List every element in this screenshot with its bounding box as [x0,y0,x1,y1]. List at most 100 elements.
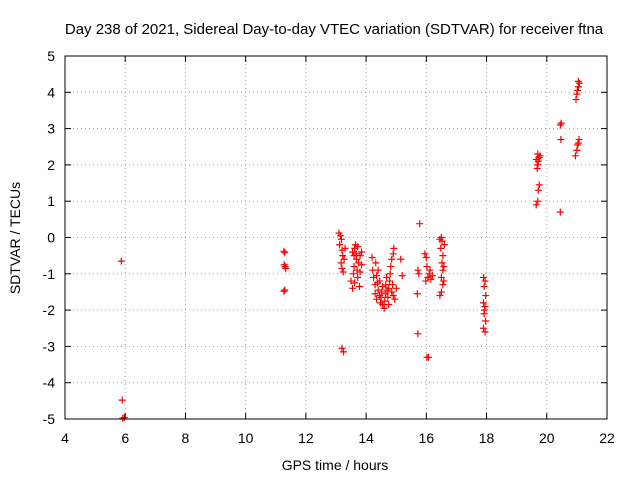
data-point [423,263,431,271]
data-point [437,288,445,296]
data-point [390,244,398,252]
data-point [383,273,391,281]
data-point [439,281,447,289]
data-point [440,241,448,249]
grid [65,56,607,419]
data-point [422,253,430,261]
data-point [421,250,429,258]
data-point [358,261,366,269]
data-point [573,141,581,149]
data-point [480,273,488,281]
data-point [438,259,446,267]
y-tick-label: 4 [47,84,55,100]
data-point [573,146,581,154]
data-point [415,270,423,278]
x-tick-label: 4 [61,430,69,446]
data-point [389,281,397,289]
data-point [354,273,362,281]
y-tick-label: 5 [47,48,55,64]
data-point [337,259,345,267]
data-point [356,268,364,276]
data-point [392,284,400,292]
data-point [117,257,125,265]
y-axis: 5 4 3 2 1 0 -1 -2 -3 -4 -5 [43,48,607,427]
x-tick-label: 10 [238,430,254,446]
data-point [371,290,379,298]
data-point [337,232,345,240]
data-point [573,86,581,94]
data-points [117,77,583,422]
x-tick-label: 6 [121,430,129,446]
data-point [354,243,362,251]
data-point [532,155,540,163]
data-point [481,277,489,285]
data-point [374,286,382,294]
data-point [437,234,445,241]
data-point [373,295,381,303]
data-point [358,248,366,256]
data-point [347,277,355,285]
data-point [557,119,565,127]
y-tick-label: -5 [43,411,56,427]
data-point [534,197,542,205]
x-tick-label: 8 [182,430,190,446]
data-point [436,292,444,300]
data-point [372,259,380,267]
data-point [351,279,359,287]
data-point [388,255,396,263]
data-point [480,299,488,307]
data-point [482,317,490,325]
data-point [339,252,347,260]
data-point [280,247,288,255]
data-point [391,295,399,303]
data-point [281,263,289,271]
data-point [381,297,389,305]
x-tick-label: 12 [298,430,314,446]
data-point [427,275,435,283]
data-point [349,284,357,292]
data-point [397,255,405,263]
data-point [414,266,422,274]
y-tick-label: -1 [43,266,56,282]
data-point [533,165,541,173]
data-point [281,286,289,294]
data-point [388,288,396,296]
data-point [387,263,395,271]
y-tick-label: 3 [47,121,55,137]
data-point [355,283,363,291]
data-point [481,328,489,336]
data-point [536,152,544,160]
chart-title: Day 238 of 2021, Sidereal Day-to-day VTE… [65,21,604,38]
data-point [439,266,447,274]
data-point [282,264,290,272]
y-tick-label: -2 [43,302,56,318]
data-point [575,135,583,143]
data-point [438,237,446,245]
data-point [380,304,388,312]
data-point [398,272,406,280]
data-point [281,249,289,257]
data-point [413,290,421,298]
y-tick-label: 0 [47,230,55,246]
x-axis: 4 6 8 10 12 14 16 18 20 22 [61,56,615,446]
data-point [428,272,436,280]
data-point [424,353,432,361]
data-point [480,283,488,291]
data-point [336,241,344,249]
data-point [557,135,565,143]
data-point [349,248,357,256]
data-point [389,250,397,258]
data-point [572,96,580,104]
x-tick-label: 20 [539,430,555,446]
data-point [349,270,357,278]
data-point [338,264,346,272]
data-point [440,277,448,285]
data-point [378,288,386,296]
data-point [280,261,288,269]
y-axis-label: SDTVAR / TECUs [7,182,23,294]
data-point [439,252,447,260]
data-point [386,270,394,278]
data-point [571,152,579,160]
y-tick-label: -4 [43,375,56,391]
data-point [440,263,448,271]
